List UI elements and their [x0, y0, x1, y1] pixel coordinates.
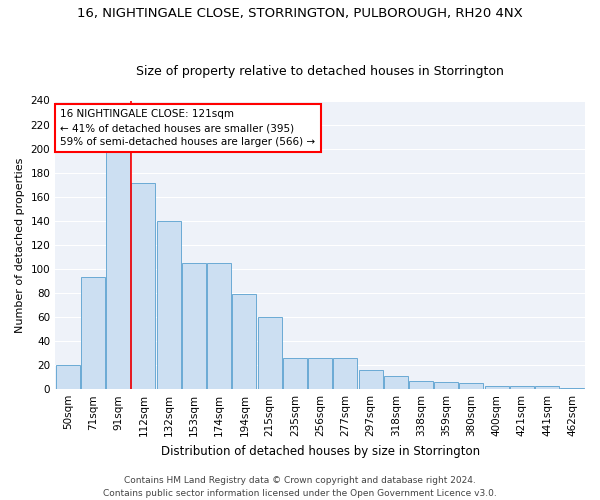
- Y-axis label: Number of detached properties: Number of detached properties: [15, 157, 25, 332]
- Bar: [409, 381, 433, 389]
- Bar: [434, 382, 458, 389]
- Bar: [81, 278, 105, 389]
- Text: 16, NIGHTINGALE CLOSE, STORRINGTON, PULBOROUGH, RH20 4NX: 16, NIGHTINGALE CLOSE, STORRINGTON, PULB…: [77, 8, 523, 20]
- Bar: [560, 388, 584, 389]
- Bar: [232, 294, 256, 389]
- Text: 16 NIGHTINGALE CLOSE: 121sqm
← 41% of detached houses are smaller (395)
59% of s: 16 NIGHTINGALE CLOSE: 121sqm ← 41% of de…: [61, 109, 316, 147]
- Bar: [334, 358, 357, 389]
- Bar: [359, 370, 383, 389]
- Bar: [384, 376, 408, 389]
- Bar: [207, 263, 231, 389]
- X-axis label: Distribution of detached houses by size in Storrington: Distribution of detached houses by size …: [161, 444, 479, 458]
- Bar: [56, 365, 80, 389]
- Bar: [308, 358, 332, 389]
- Bar: [257, 317, 281, 389]
- Bar: [283, 358, 307, 389]
- Bar: [535, 386, 559, 389]
- Bar: [157, 221, 181, 389]
- Bar: [485, 386, 509, 389]
- Bar: [510, 386, 534, 389]
- Bar: [182, 263, 206, 389]
- Bar: [106, 152, 130, 389]
- Title: Size of property relative to detached houses in Storrington: Size of property relative to detached ho…: [136, 66, 504, 78]
- Text: Contains HM Land Registry data © Crown copyright and database right 2024.
Contai: Contains HM Land Registry data © Crown c…: [103, 476, 497, 498]
- Bar: [460, 383, 484, 389]
- Bar: [131, 184, 155, 389]
